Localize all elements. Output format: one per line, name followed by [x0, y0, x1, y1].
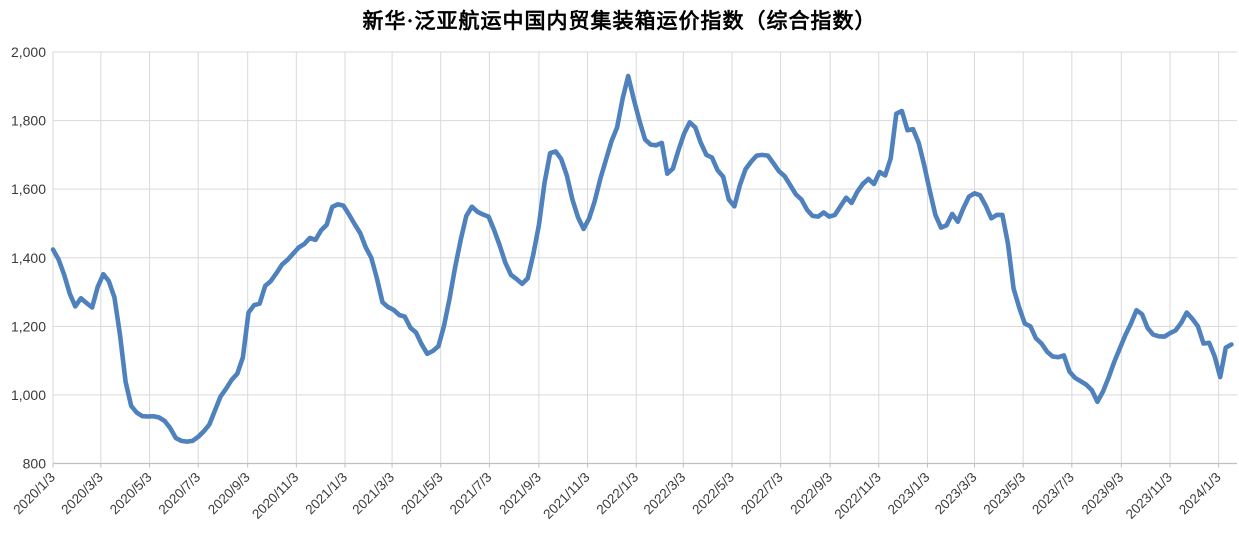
composite-index-line: [50, 73, 1234, 444]
x-axis-label: 2020/9/3: [205, 470, 253, 518]
x-axis-label: 2020/1/3: [10, 470, 58, 518]
x-axis-label: 2023/11/3: [1123, 470, 1175, 522]
x-axis-label: 2021/3/3: [349, 470, 397, 518]
y-axis-label: 1,600: [11, 181, 46, 197]
x-axis-label: 2020/11/3: [249, 470, 301, 522]
y-axis-label: 1,200: [11, 318, 46, 334]
x-axis-label: 2023/1/3: [885, 470, 933, 518]
x-axis-label: 2021/7/3: [447, 470, 495, 518]
x-axis-label: 2024/1/3: [1176, 470, 1224, 518]
x-axis-label: 2021/9/3: [496, 470, 544, 518]
y-axis-label: 2,000: [11, 44, 46, 60]
x-axis-label: 2022/1/3: [594, 470, 642, 518]
x-axis-label: 2020/5/3: [107, 470, 155, 518]
x-axis-label: 2023/3/3: [932, 470, 980, 518]
x-axis-label: 2021/11/3: [540, 470, 592, 522]
x-axis-label: 2022/11/3: [832, 470, 884, 522]
x-axis-label: 2020/7/3: [156, 470, 204, 518]
x-axis-label: 2022/9/3: [787, 470, 835, 518]
x-axis-label: 2020/3/3: [58, 470, 106, 518]
x-axis-label: 2023/9/3: [1079, 470, 1127, 518]
x-axis-label: 2021/5/3: [398, 470, 446, 518]
x-axis-label: 2022/3/3: [641, 470, 689, 518]
x-axis-label: 2022/7/3: [738, 470, 786, 518]
x-axis-label: 2021/1/3: [302, 470, 350, 518]
x-axis-label: 2022/5/3: [689, 470, 737, 518]
y-axis-label: 1,400: [11, 250, 46, 266]
y-axis-label: 1,000: [11, 387, 46, 403]
y-axis-label: 800: [23, 456, 47, 472]
y-axis-label: 1,800: [11, 113, 46, 129]
x-axis-label: 2023/5/3: [981, 470, 1029, 518]
chart-title: 新华·泛亚航运中国内贸集装箱运价指数（综合指数）: [362, 9, 877, 33]
x-axis-label: 2023/7/3: [1029, 470, 1077, 518]
